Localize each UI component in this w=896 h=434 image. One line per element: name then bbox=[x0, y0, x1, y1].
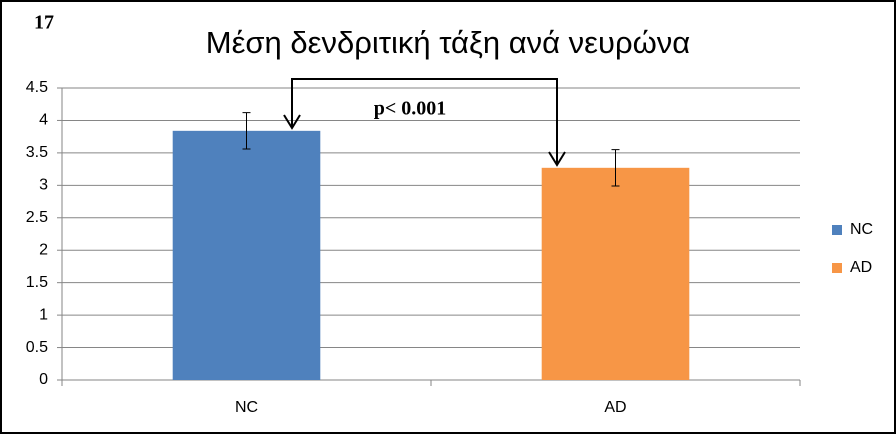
legend-label: NC bbox=[850, 221, 873, 238]
chart-title: Μέση δενδριτική τάξη ανά νευρώνα bbox=[206, 25, 690, 60]
error-bar bbox=[242, 112, 251, 150]
bar bbox=[541, 167, 690, 380]
y-tick-label: 3 bbox=[39, 177, 48, 194]
y-tick-label: 3.5 bbox=[26, 144, 48, 161]
legend-swatch bbox=[832, 225, 842, 235]
legend-label: AD bbox=[850, 259, 872, 276]
y-tick-label: 0.5 bbox=[26, 339, 48, 356]
bracket bbox=[291, 78, 558, 164]
x-tick-label: NC bbox=[235, 399, 258, 416]
y-tick-label: 2 bbox=[39, 241, 48, 258]
y-tick-label: 1.5 bbox=[26, 274, 48, 291]
y-tick-label: 1 bbox=[39, 306, 48, 323]
arrow-head bbox=[283, 114, 301, 130]
figure-label: 17 bbox=[34, 12, 54, 34]
y-tick-label: 0 bbox=[39, 371, 48, 388]
arrow-head bbox=[548, 151, 566, 167]
x-tick-label: AD bbox=[604, 399, 626, 416]
legend-swatch bbox=[832, 263, 842, 273]
y-tick-label: 4.5 bbox=[26, 79, 48, 96]
significance-arrows bbox=[283, 78, 566, 167]
error-bar bbox=[611, 149, 620, 187]
annotation: p< 0.001 bbox=[374, 98, 447, 120]
y-tick-label: 2.5 bbox=[26, 209, 48, 226]
bar bbox=[172, 130, 321, 380]
y-tick-label: 4 bbox=[39, 112, 48, 129]
